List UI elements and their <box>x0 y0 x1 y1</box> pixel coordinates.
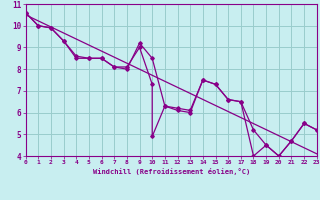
X-axis label: Windchill (Refroidissement éolien,°C): Windchill (Refroidissement éolien,°C) <box>92 168 250 175</box>
